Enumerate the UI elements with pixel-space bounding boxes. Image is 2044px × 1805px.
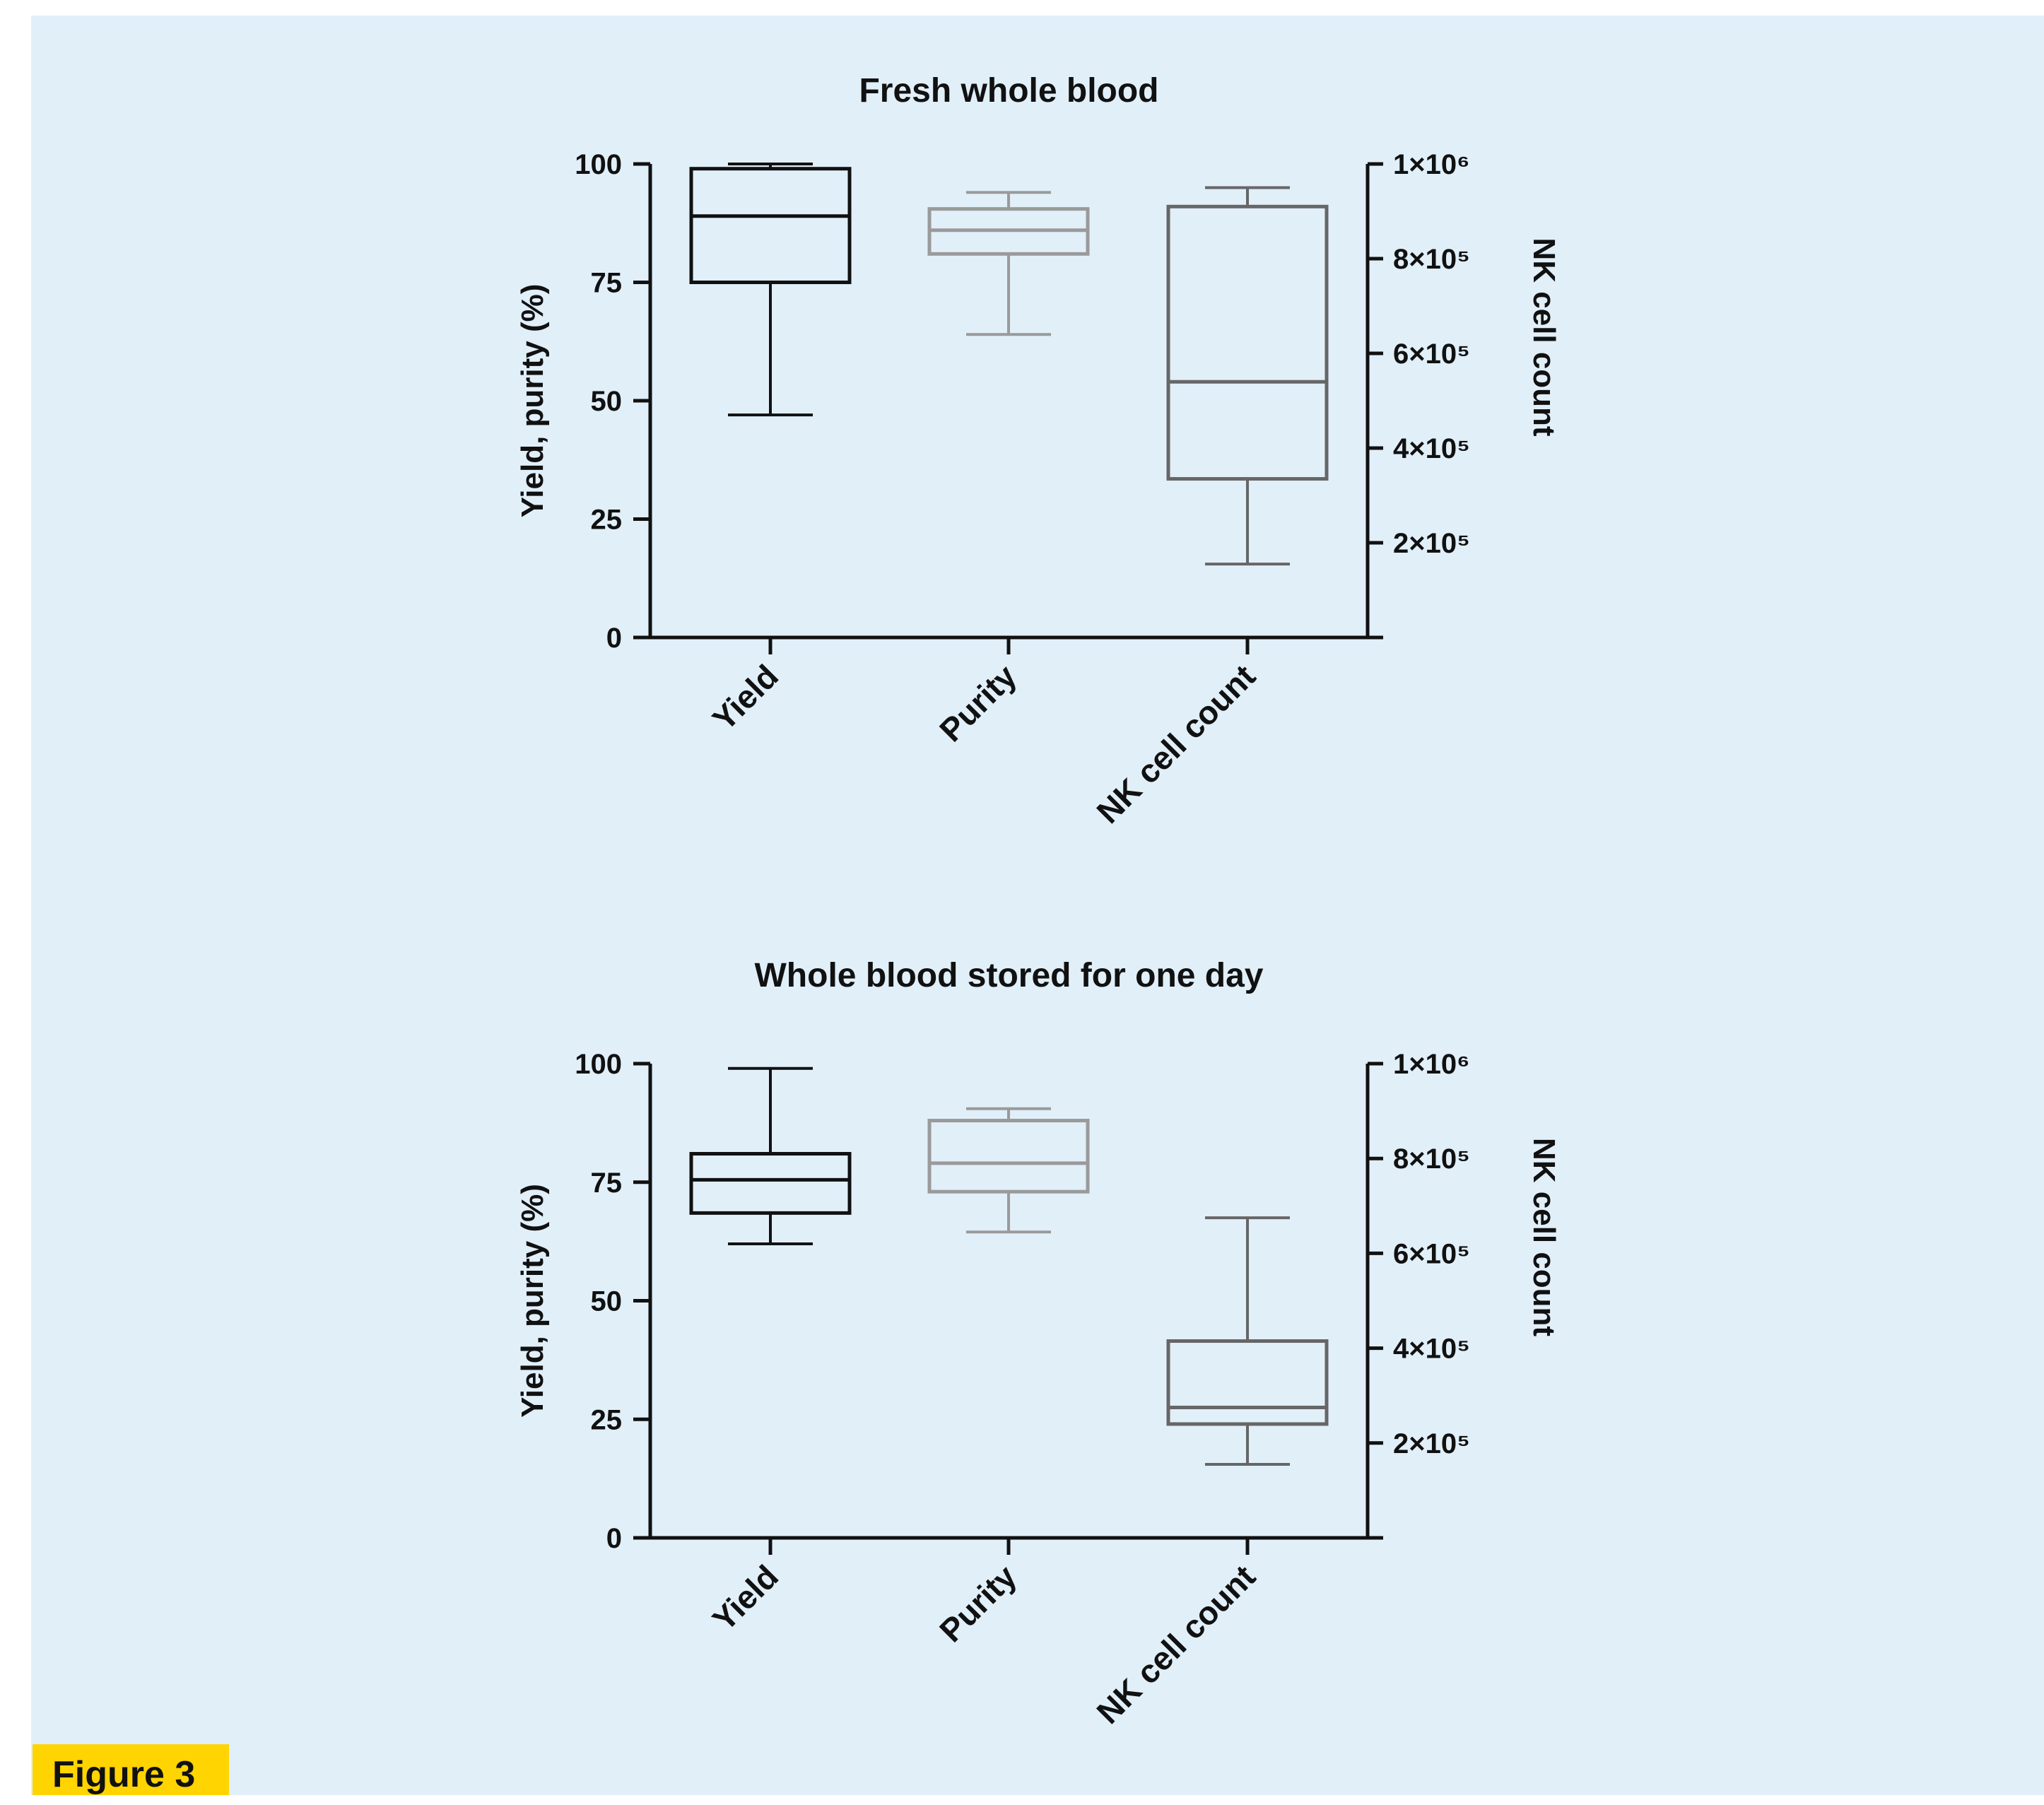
figure-panel (31, 16, 2044, 1795)
box-iqr (689, 167, 852, 284)
y-left-tick-label: 25 (591, 1404, 623, 1435)
y-right-tick-label: 1×10⁶ (1393, 1049, 1470, 1080)
y-axis-left-title: Yield, purity (%) (515, 1184, 550, 1418)
x-tick-label: Purity (932, 1558, 1023, 1649)
y-left-tick-label: 0 (606, 623, 622, 654)
y-axis-left-title: Yield, purity (%) (515, 284, 550, 518)
chart-title: Fresh whole blood (859, 72, 1158, 110)
box-iqr (689, 1151, 852, 1215)
y-right-tick-label: 4×10⁵ (1393, 433, 1470, 464)
box-purity (927, 191, 1090, 336)
box-nk-cell-count (1166, 1216, 1329, 1466)
y-axis-right-title: NK cell count (1527, 1138, 1561, 1336)
y-left-tick-label: 75 (591, 268, 623, 299)
box-iqr (927, 1119, 1090, 1194)
y-right-tick-label: 6×10⁵ (1393, 339, 1470, 370)
y-left-tick-label: 75 (591, 1168, 623, 1199)
y-left-tick-label: 25 (591, 505, 623, 536)
y-right-tick-label: 6×10⁵ (1393, 1238, 1470, 1269)
y-left-tick-label: 50 (591, 1286, 623, 1317)
figure-label: Figure 3 (33, 1744, 229, 1795)
chart-1: Fresh whole blood 100 75 50 25 0 1×10⁶ 8×10⁵ 6×1… (515, 72, 1561, 830)
y-axis-right-title: NK cell count (1527, 237, 1561, 436)
box-iqr (1166, 1339, 1329, 1426)
chart-2: Whole blood stored for one day 100 75 50 25 0… (515, 957, 1561, 1731)
y-left-tick-label: 100 (575, 149, 622, 180)
box-nk-cell-count (1166, 186, 1329, 566)
box-purity (927, 1107, 1090, 1234)
box-yield (689, 163, 852, 417)
x-tick-label: NK cell count (1089, 657, 1262, 830)
x-tick-label: Yield (705, 657, 785, 737)
x-tick-label: Purity (932, 657, 1023, 748)
x-tick-label: Yield (705, 1558, 785, 1638)
y-right-tick-label: 1×10⁶ (1393, 149, 1470, 180)
x-tick-label: NK cell count (1089, 1558, 1262, 1731)
y-left-tick-label: 50 (591, 386, 623, 417)
y-right-tick-label: 2×10⁵ (1393, 1428, 1470, 1459)
y-right-tick-label: 8×10⁵ (1393, 244, 1470, 275)
y-right-tick-label: 8×10⁵ (1393, 1143, 1470, 1175)
y-right-tick-label: 2×10⁵ (1393, 528, 1470, 559)
y-right-tick-label: 4×10⁵ (1393, 1334, 1470, 1365)
chart-title: Whole blood stored for one day (755, 957, 1264, 994)
box-iqr (1166, 204, 1329, 481)
box-yield (689, 1066, 852, 1245)
y-left-tick-label: 100 (575, 1049, 622, 1080)
y-left-tick-label: 0 (606, 1523, 622, 1554)
